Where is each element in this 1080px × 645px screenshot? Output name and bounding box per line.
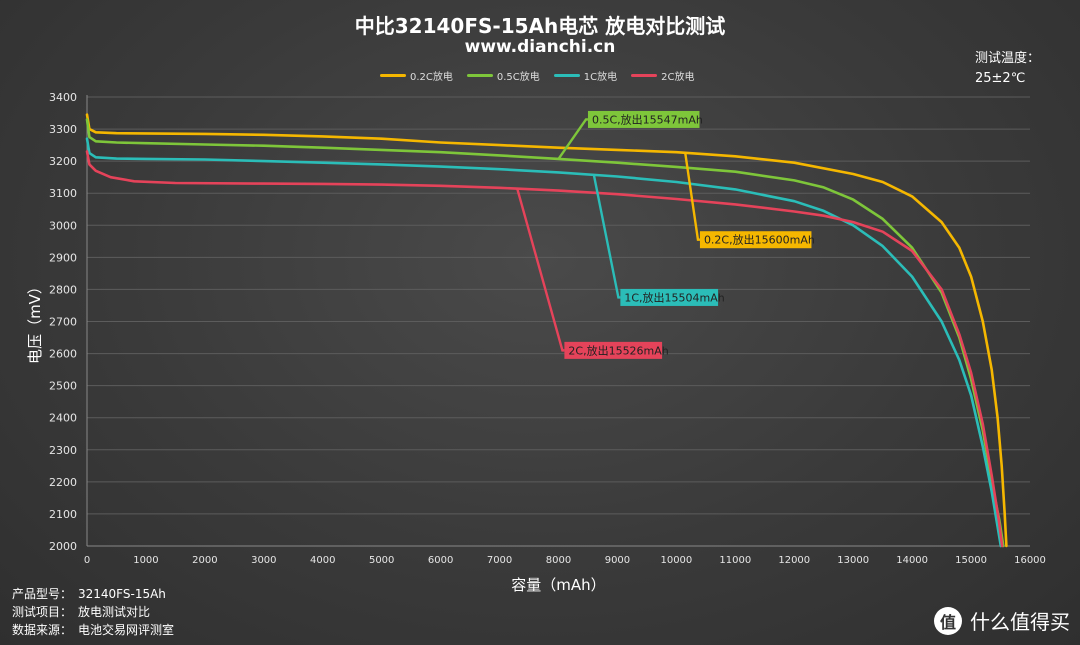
x-tick-label: 0 xyxy=(84,555,90,566)
info-row-test: 测试项目： 放电测试对比 xyxy=(12,603,150,620)
x-axis-label: 容量（mAh） xyxy=(511,576,605,594)
x-tick-label: 3000 xyxy=(251,555,276,566)
y-tick-label: 3000 xyxy=(49,219,77,232)
info-row-model: 产品型号： 32140FS-15Ah xyxy=(12,585,166,602)
legend-item-0: 0.2C放电 xyxy=(380,68,453,83)
y-tick-label: 2500 xyxy=(49,380,77,393)
x-tick-label: 16000 xyxy=(1014,555,1046,566)
x-tick-label: 14000 xyxy=(896,555,928,566)
info-key: 测试项目： xyxy=(12,605,73,619)
y-tick-label: 2200 xyxy=(49,476,77,489)
x-tick-label: 6000 xyxy=(428,555,453,566)
y-tick-label: 2700 xyxy=(49,316,77,329)
watermark: 值 什么值得买 xyxy=(934,606,1070,635)
info-value: 放电测试对比 xyxy=(78,605,151,619)
x-tick-label: 10000 xyxy=(660,555,692,566)
chart-title: 中比32140FS-15Ah电芯 放电对比测试 xyxy=(354,14,726,38)
series-line-0 xyxy=(85,113,1008,548)
annotation-box-3 xyxy=(564,341,663,359)
y-tick-label: 3200 xyxy=(49,155,77,168)
legend-swatch xyxy=(380,74,406,77)
x-tick-label: 4000 xyxy=(310,555,335,566)
annotation-box-0 xyxy=(699,231,812,249)
x-tick-label: 7000 xyxy=(487,555,512,566)
y-tick-label: 2600 xyxy=(49,348,77,361)
y-axis-label: 电压（mV） xyxy=(26,279,44,364)
legend-label: 0.5C放电 xyxy=(496,72,540,83)
x-tick-label: 12000 xyxy=(778,555,810,566)
temperature-value: 25±2℃ xyxy=(974,71,1026,86)
x-tick-label: 5000 xyxy=(369,555,394,566)
legend-swatch xyxy=(631,74,658,77)
annotation-label-1: 0.5C,放出15547mAh xyxy=(592,112,703,126)
y-tick-label: 2100 xyxy=(49,508,77,521)
annotation-leader-0 xyxy=(684,152,700,241)
x-tick-label: 15000 xyxy=(955,555,987,566)
y-tick-label: 3300 xyxy=(49,123,77,136)
y-tick-label: 3100 xyxy=(49,187,77,200)
legend-swatch xyxy=(553,74,580,77)
x-tick-label: 11000 xyxy=(719,555,751,566)
annotation-label-2: 1C,放出15504mAh xyxy=(624,290,724,304)
y-tick-label: 2800 xyxy=(49,283,77,296)
annotation-label-3: 2C,放出15526mAh xyxy=(568,343,668,357)
temperature-label: 测试温度： xyxy=(974,51,1040,66)
x-tick-label: 9000 xyxy=(605,555,630,566)
annotation-label-0: 0.2C,放出15600mAh xyxy=(704,233,815,247)
legend-label: 0.2C放电 xyxy=(410,72,453,83)
series-line-1 xyxy=(85,118,1005,548)
info-value: 32140FS-15Ah xyxy=(78,587,166,601)
annotation-leader-1 xyxy=(557,118,588,160)
x-tick-label: 1000 xyxy=(133,555,158,566)
annotation-box-2 xyxy=(620,288,719,306)
temperature-note: 测试温度： 25±2℃ xyxy=(975,49,1040,89)
legend-item-2: 1C放电 xyxy=(553,68,618,83)
x-tick-label: 2000 xyxy=(192,555,217,566)
x-tick-label: 13000 xyxy=(837,555,869,566)
y-tick-label: 2000 xyxy=(49,540,77,553)
info-key: 产品型号： xyxy=(12,587,73,601)
chart-subtitle: www.dianchi.cn xyxy=(464,37,616,57)
legend-item-3: 2C放电 xyxy=(631,68,695,83)
info-value: 电池交易网评测室 xyxy=(78,623,175,637)
y-tick-label: 2300 xyxy=(49,444,77,457)
watermark-text: 什么值得买 xyxy=(970,610,1070,634)
annotation-box-1 xyxy=(587,110,700,128)
annotation-leader-2 xyxy=(592,174,621,299)
y-tick-label: 2400 xyxy=(49,412,77,425)
legend-item-1: 0.5C放电 xyxy=(466,68,540,83)
y-tick-label: 3400 xyxy=(49,91,77,104)
y-tick-label: 2900 xyxy=(49,251,77,264)
x-tick-label: 8000 xyxy=(546,555,571,566)
smzdm-logo-icon: 值 xyxy=(934,606,962,635)
info-row-source: 数据来源： 电池交易网评测室 xyxy=(12,621,174,638)
annotation-leader-3 xyxy=(516,188,565,352)
legend-swatch xyxy=(466,74,493,77)
legend-label: 1C放电 xyxy=(583,72,618,83)
series-line-3 xyxy=(85,150,1004,548)
legend: 0.2C放电 0.5C放电 1C放电 2C放电 xyxy=(380,68,695,83)
legend-label: 2C放电 xyxy=(661,72,695,83)
info-key: 数据来源： xyxy=(12,623,73,637)
series-line-2 xyxy=(85,137,1003,548)
